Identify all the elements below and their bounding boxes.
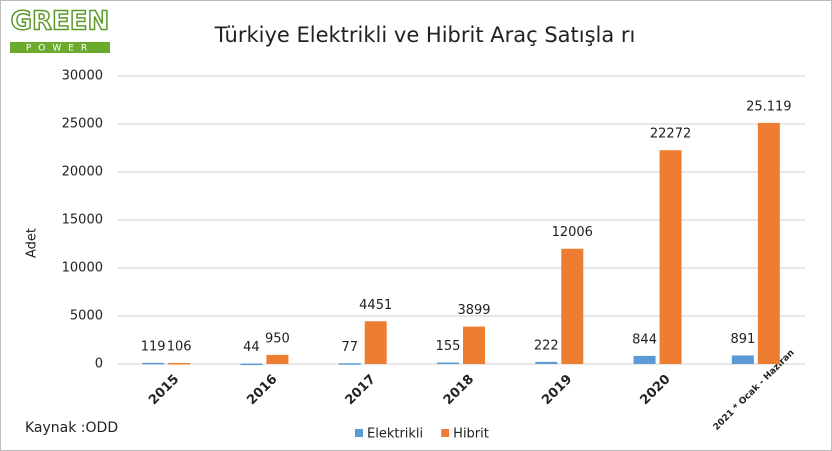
data-label: 25.119 — [746, 99, 792, 114]
bar — [266, 354, 289, 364]
logo-bottom: POWER — [26, 44, 94, 54]
data-label: 844 — [632, 332, 657, 347]
data-label: 106 — [167, 339, 192, 354]
data-label: 119 — [141, 339, 166, 354]
data-label: 950 — [265, 331, 290, 346]
data-label: 891 — [730, 332, 755, 347]
chart-title: Türkiye Elektrikli ve Hibrit Araç Satışl… — [214, 23, 636, 47]
bar — [168, 362, 191, 365]
bar — [240, 363, 263, 366]
y-tick-label: 20000 — [62, 165, 103, 180]
logo-top: GREEN — [11, 7, 110, 37]
data-label: 155 — [436, 339, 461, 354]
bar — [561, 248, 584, 364]
y-axis-label: Adet — [25, 228, 40, 258]
data-label: 12006 — [552, 225, 593, 240]
logo-bar — [10, 42, 110, 53]
y-tick-label: 5000 — [70, 309, 103, 324]
bar — [659, 150, 682, 364]
legend-label: Elektrikli — [367, 427, 423, 442]
bar — [731, 355, 754, 364]
data-label: 3899 — [457, 303, 490, 318]
y-tick-label: 0 — [95, 357, 103, 372]
data-label: 22272 — [650, 127, 691, 142]
source: Kaynak :ODD — [25, 420, 118, 436]
data-label: 4451 — [359, 298, 392, 313]
bar — [633, 355, 656, 364]
data-label: 77 — [341, 340, 358, 355]
data-label: 222 — [534, 338, 559, 353]
legend-swatch — [441, 429, 450, 437]
data-label: 44 — [243, 340, 260, 355]
bar — [757, 122, 780, 364]
bar — [535, 361, 558, 364]
legend-swatch — [355, 429, 363, 437]
y-tick-label: 10000 — [62, 261, 103, 276]
bar — [463, 326, 485, 364]
bar — [142, 362, 165, 365]
y-tick-label: 30000 — [62, 69, 103, 84]
y-tick-label: 25000 — [62, 117, 103, 132]
bar — [338, 363, 361, 365]
y-tick-label: 15000 — [62, 213, 103, 228]
bar — [364, 321, 387, 364]
legend-label: Hibrit — [453, 427, 489, 442]
bar — [437, 362, 459, 365]
